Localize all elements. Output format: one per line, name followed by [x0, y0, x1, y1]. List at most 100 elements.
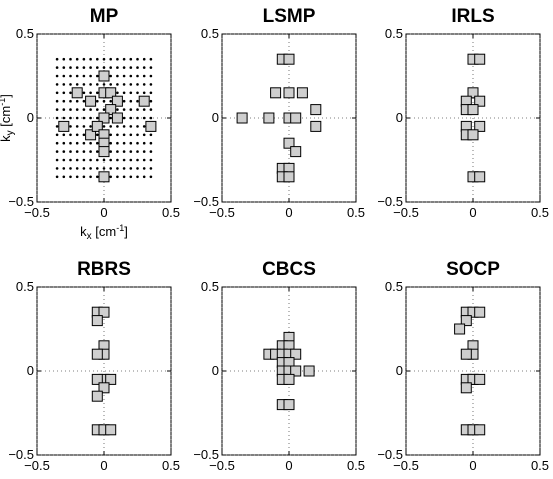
candidate-point	[96, 91, 99, 95]
candidate-point	[75, 158, 79, 162]
candidate-point	[96, 167, 99, 170]
data-point	[236, 112, 248, 124]
candidate-point	[116, 108, 119, 111]
candidate-point	[89, 108, 92, 111]
candidate-point	[116, 66, 119, 69]
candidate-point	[122, 175, 126, 179]
data-point	[91, 348, 103, 360]
candidate-point	[149, 116, 153, 120]
panel-title: MP	[90, 6, 119, 27]
candidate-point	[82, 158, 86, 162]
data-point	[454, 323, 466, 335]
y-tick-label: 0.5	[16, 279, 34, 294]
candidate-point	[109, 133, 112, 137]
candidate-point	[122, 158, 126, 162]
data-point	[105, 87, 117, 99]
panel-socp: −0.5 0 0.5 0.5 0 −0.5 SOCP	[377, 259, 549, 473]
candidate-point	[142, 133, 146, 137]
candidate-point	[62, 133, 66, 137]
data-point	[111, 112, 123, 124]
y-tick-label: 0.5	[201, 279, 219, 294]
candidate-point	[129, 125, 133, 128]
candidate-point	[69, 175, 72, 179]
candidate-point	[89, 158, 92, 162]
data-point	[111, 95, 123, 107]
data-point	[290, 348, 302, 360]
candidate-point	[109, 175, 112, 179]
candidate-point	[129, 141, 133, 145]
data-point	[310, 120, 322, 132]
candidate-point	[122, 108, 126, 111]
candidate-point	[96, 57, 99, 61]
candidate-point	[82, 99, 86, 103]
candidate-point	[122, 66, 126, 69]
candidate-point	[96, 99, 99, 103]
candidate-point	[149, 158, 153, 162]
candidate-point	[122, 125, 126, 128]
candidate-point	[129, 167, 133, 170]
candidate-point	[62, 108, 66, 111]
candidate-point	[55, 125, 59, 128]
candidate-point	[122, 150, 126, 153]
candidate-point	[116, 83, 119, 86]
candidate-point	[62, 116, 66, 120]
candidate-point	[136, 91, 139, 95]
candidate-point	[136, 83, 139, 86]
candidate-point	[116, 133, 119, 137]
candidate-point	[122, 57, 126, 61]
x-tick-label: −0.5	[393, 205, 419, 220]
data-point	[303, 365, 315, 377]
candidate-point	[75, 125, 79, 128]
y-tick-label: 0	[396, 363, 403, 378]
data-point	[467, 129, 479, 141]
candidate-point	[149, 141, 153, 145]
candidate-point	[55, 116, 59, 120]
candidate-point	[89, 74, 92, 78]
x-tick-label: −0.5	[209, 458, 235, 473]
candidate-point	[122, 91, 126, 95]
data-point	[71, 87, 83, 99]
candidate-point	[122, 83, 126, 86]
candidate-point	[116, 125, 119, 128]
x-tick-label: 0	[469, 458, 476, 473]
candidate-point	[129, 158, 133, 162]
candidate-point	[55, 158, 59, 162]
data-point	[474, 306, 486, 318]
data-point	[91, 120, 103, 132]
candidate-point	[96, 74, 99, 78]
candidate-point	[69, 150, 72, 153]
y-tick-label: 0.5	[16, 26, 34, 41]
candidate-point	[89, 116, 92, 120]
candidate-point	[102, 125, 106, 128]
data-point	[283, 53, 295, 65]
candidate-point	[96, 116, 99, 120]
y-tick-label: −0.5	[193, 447, 219, 462]
candidate-point	[109, 57, 112, 61]
data-point	[91, 390, 103, 402]
candidate-point	[82, 74, 86, 78]
candidate-point	[136, 133, 139, 137]
candidate-point	[109, 116, 112, 120]
candidate-point	[82, 83, 86, 86]
candidate-point	[102, 167, 106, 170]
x-tick-label: 0	[285, 205, 292, 220]
candidate-point	[116, 167, 119, 170]
candidate-point	[109, 150, 112, 153]
y-tick-label: −0.5	[377, 194, 403, 209]
candidate-point	[69, 141, 72, 145]
x-tick-label: −0.5	[209, 205, 235, 220]
candidate-point	[75, 133, 79, 137]
candidate-point	[89, 175, 92, 179]
candidate-point	[142, 141, 146, 145]
candidate-point	[69, 158, 72, 162]
candidate-point	[116, 57, 119, 61]
candidate-point	[69, 125, 72, 128]
candidate-point	[62, 167, 66, 170]
candidate-point	[75, 150, 79, 153]
y-axis-label: ky [cm-1]	[0, 94, 16, 142]
candidate-point	[142, 125, 146, 128]
candidate-point	[82, 167, 86, 170]
candidate-point	[136, 57, 139, 61]
y-tick-label: 0	[27, 110, 34, 125]
candidate-point	[109, 141, 112, 145]
